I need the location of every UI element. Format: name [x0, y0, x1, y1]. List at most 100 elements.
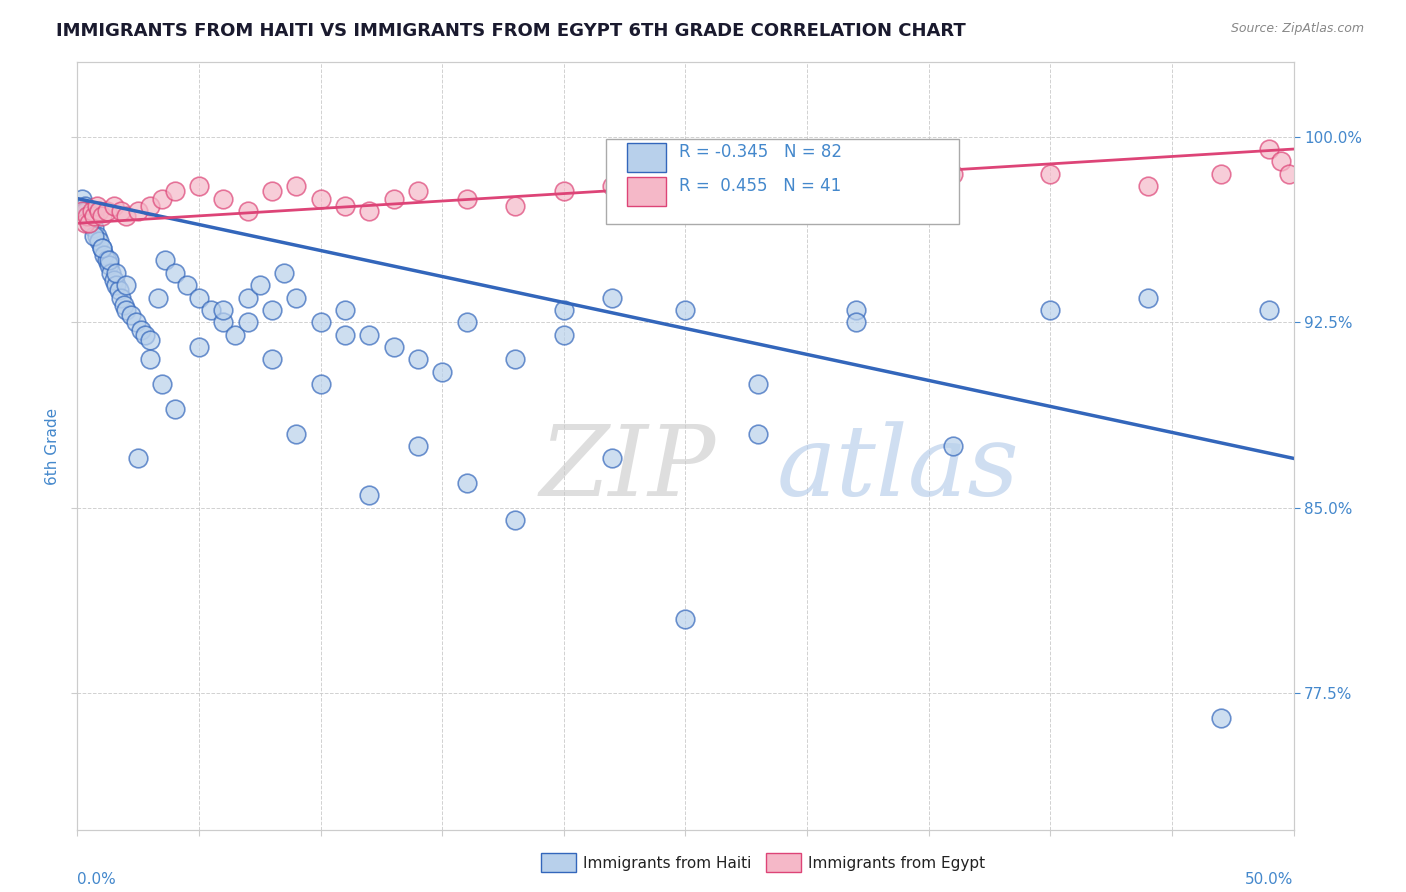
Point [1136, 179, 1159, 194]
Point [675, 302, 697, 317]
Point [333, 199, 356, 213]
Point [382, 192, 405, 206]
Point [406, 184, 429, 198]
Point [89, 203, 111, 218]
FancyBboxPatch shape [627, 177, 666, 206]
Point [70, 203, 93, 218]
Point [273, 266, 295, 280]
Point [73, 216, 96, 230]
FancyBboxPatch shape [606, 139, 959, 224]
Point [90, 209, 112, 223]
Point [456, 315, 478, 329]
Point [125, 315, 148, 329]
Point [139, 352, 162, 367]
Point [139, 333, 162, 347]
Point [1209, 167, 1232, 181]
Point [602, 291, 624, 305]
Point [249, 278, 271, 293]
Point [845, 302, 868, 317]
Point [942, 167, 965, 181]
Point [456, 192, 478, 206]
Point [163, 266, 186, 280]
Point [1039, 302, 1062, 317]
Point [845, 315, 868, 329]
Text: Immigrants from Egypt: Immigrants from Egypt [808, 856, 986, 871]
Point [80, 216, 103, 230]
Point [309, 192, 332, 206]
Point [942, 439, 965, 453]
Point [127, 203, 149, 218]
Point [430, 365, 453, 379]
Point [1270, 154, 1292, 169]
Point [90, 241, 112, 255]
Point [200, 302, 222, 317]
Point [86, 199, 108, 213]
Point [97, 258, 120, 272]
Point [1209, 711, 1232, 725]
Point [90, 241, 112, 255]
Point [73, 203, 96, 218]
Point [188, 340, 211, 354]
Point [76, 209, 98, 223]
Point [134, 327, 156, 342]
Point [163, 184, 186, 198]
Point [1258, 142, 1281, 156]
Point [285, 426, 308, 441]
Point [83, 228, 105, 243]
Point [845, 184, 868, 198]
Point [359, 488, 381, 502]
Point [105, 266, 128, 280]
Point [285, 291, 308, 305]
Point [110, 291, 132, 305]
Point [107, 283, 129, 297]
Point [602, 179, 624, 194]
Point [1278, 167, 1301, 181]
Point [260, 352, 283, 367]
Text: R =  0.455   N = 41: R = 0.455 N = 41 [679, 177, 842, 194]
Text: R = -0.345   N = 82: R = -0.345 N = 82 [679, 143, 842, 161]
Point [236, 203, 259, 218]
Point [285, 179, 308, 194]
Point [747, 426, 769, 441]
Point [79, 216, 101, 230]
Point [115, 302, 138, 317]
Point [406, 439, 429, 453]
Point [188, 179, 211, 194]
Point [333, 302, 356, 317]
Point [503, 513, 526, 527]
Point [83, 221, 105, 235]
Y-axis label: 6th Grade: 6th Grade [45, 408, 60, 484]
Point [89, 234, 111, 248]
Point [80, 203, 103, 218]
Point [1136, 291, 1159, 305]
Point [503, 199, 526, 213]
Point [79, 209, 101, 223]
Point [129, 323, 152, 337]
Point [212, 315, 235, 329]
Point [153, 253, 176, 268]
Point [105, 278, 128, 293]
Point [236, 291, 259, 305]
Text: Source: ZipAtlas.com: Source: ZipAtlas.com [1230, 22, 1364, 36]
Point [76, 203, 98, 218]
Point [747, 377, 769, 392]
Point [97, 253, 120, 268]
Point [406, 352, 429, 367]
Point [127, 451, 149, 466]
Point [309, 315, 332, 329]
Point [176, 278, 198, 293]
FancyBboxPatch shape [627, 143, 666, 172]
Point [96, 253, 118, 268]
Point [93, 248, 115, 262]
Point [73, 199, 96, 213]
Text: IMMIGRANTS FROM HAITI VS IMMIGRANTS FROM EGYPT 6TH GRADE CORRELATION CHART: IMMIGRANTS FROM HAITI VS IMMIGRANTS FROM… [56, 22, 966, 40]
Point [382, 340, 405, 354]
Point [553, 184, 575, 198]
Text: atlas: atlas [776, 421, 1019, 516]
Point [152, 377, 174, 392]
Point [79, 216, 101, 230]
Point [456, 476, 478, 491]
Point [212, 192, 235, 206]
Point [359, 327, 381, 342]
Point [553, 327, 575, 342]
